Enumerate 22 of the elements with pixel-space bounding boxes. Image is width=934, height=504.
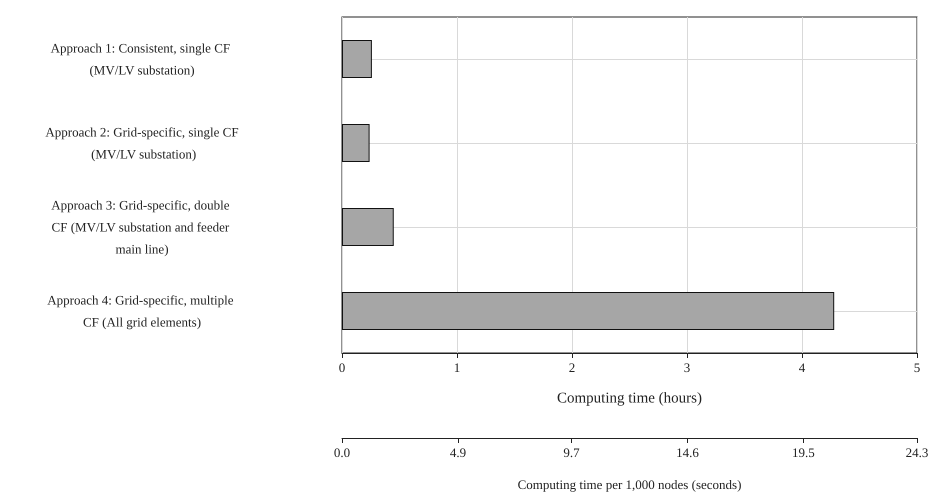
x-axis-title: Computing time (hours) bbox=[557, 390, 702, 406]
x-tick-label: 4 bbox=[798, 360, 806, 375]
y-tick-label: Approach 1: Consistent, single CF (MV/LV substation) bbox=[50, 40, 234, 78]
x-tick-label: 1 bbox=[454, 360, 460, 375]
x2-tick-label: 19.5 bbox=[792, 445, 815, 460]
bar bbox=[342, 40, 372, 78]
bar bbox=[342, 208, 394, 246]
x-tick-label: 3 bbox=[684, 360, 690, 375]
bar bbox=[342, 292, 834, 330]
x2-tick-label: 0.0 bbox=[334, 445, 350, 460]
x2-axis-title: Computing time per 1,000 nodes (seconds) bbox=[518, 477, 742, 492]
x2-tick-label: 4.9 bbox=[450, 445, 466, 460]
x2-tick-label: 24.3 bbox=[906, 445, 928, 460]
x-tick-label: 2 bbox=[568, 360, 576, 375]
y-tick-label: Approach 4: Grid-specific, multiple CF (All grid elements) bbox=[47, 292, 237, 330]
y-tick-label: Approach 3: Grid-specific, double CF (MV/LV substation and feeder main line) bbox=[51, 198, 233, 256]
x2-tick-label: 9.7 bbox=[563, 445, 580, 460]
y-tick-label: Approach 2: Grid-specific, single CF (MV/LV substation) bbox=[45, 124, 239, 162]
x2-tick-label: 14.6 bbox=[676, 445, 700, 460]
x-tick-label: 5 bbox=[914, 360, 920, 375]
x-tick-label: 0 bbox=[338, 360, 346, 375]
bar bbox=[342, 124, 370, 162]
